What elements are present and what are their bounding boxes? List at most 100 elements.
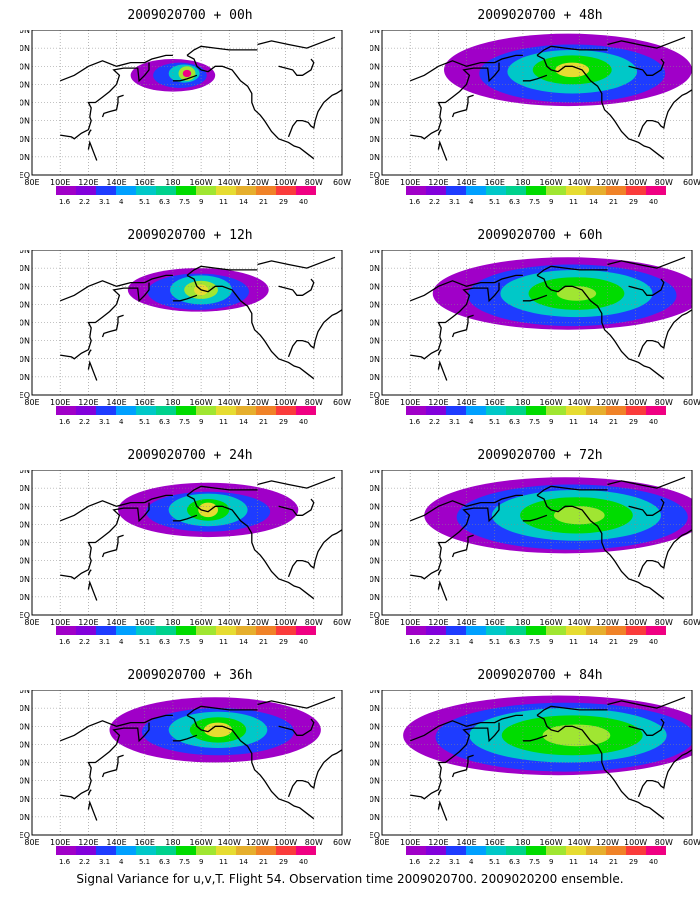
lat-tick-label: 40N <box>20 539 30 548</box>
coastline <box>87 140 98 161</box>
colorbar-swatch <box>276 846 296 855</box>
lat-tick-label: 40N <box>370 99 380 108</box>
panel-title: 2009020700 + 84h <box>477 668 603 683</box>
colorbar-label: 40 <box>649 638 658 646</box>
lat-tick-label: 10N <box>20 813 30 822</box>
colorbar-swatch <box>136 626 156 635</box>
lon-tick-label: 120W <box>246 618 269 627</box>
colorbar-swatch <box>486 406 506 415</box>
colorbar-label: 4 <box>469 858 474 866</box>
colorbar-swatch <box>406 186 426 195</box>
colorbar-label: 21 <box>609 418 618 426</box>
lat-tick-label: 20N <box>20 355 30 364</box>
colorbar-label: 1.6 <box>409 418 421 426</box>
map-panel: 2009020700 + 12h 80N 70N 60N 50N 40N 30N 20N 10N… <box>20 228 360 438</box>
lon-tick-label: 140E <box>456 398 476 407</box>
colorbar-label: 9 <box>199 638 203 646</box>
coastline <box>60 502 150 580</box>
colorbar-swatch <box>236 626 256 635</box>
lon-tick-label: 160E <box>485 618 505 627</box>
lat-tick-label: 50N <box>20 740 30 749</box>
colorbar-swatch <box>646 846 666 855</box>
colorbar-swatch <box>406 406 426 415</box>
coastline <box>628 278 665 296</box>
lat-tick-label: 50N <box>370 80 380 89</box>
colorbar-label: 5.1 <box>139 858 150 866</box>
lon-tick-label: 140E <box>456 838 476 847</box>
colorbar-swatch <box>626 626 646 635</box>
lon-tick-label: 160E <box>135 618 155 627</box>
lon-tick-label: 120E <box>78 618 98 627</box>
lat-tick-label: 70N <box>20 704 30 713</box>
lat-tick-label: 30N <box>370 557 380 566</box>
colorbar-label: 14 <box>589 858 598 866</box>
lon-tick-label: 120W <box>246 398 269 407</box>
colorbar-label: 2.2 <box>429 198 440 206</box>
coastline <box>451 534 474 558</box>
lon-tick-label: 180 <box>515 398 530 407</box>
coastline <box>186 494 315 600</box>
lon-tick-label: 80W <box>305 618 323 627</box>
colorbar-swatch <box>526 846 546 855</box>
colorbar-swatch <box>116 406 136 415</box>
coastline <box>607 696 686 709</box>
coastline <box>536 714 665 820</box>
colorbar-label: 1.6 <box>59 198 71 206</box>
coastline <box>101 314 124 338</box>
lat-tick-label: 60N <box>370 282 380 291</box>
coastline <box>437 140 448 161</box>
colorbar-label: 29 <box>279 858 288 866</box>
lon-tick-label: 60W <box>333 178 351 187</box>
colorbar-label: 9 <box>199 198 203 206</box>
figure-caption: Signal Variance for u,v,T. Flight 54. Ob… <box>76 872 624 886</box>
colorbar-swatch <box>296 186 316 195</box>
colorbar-label: 21 <box>259 198 268 206</box>
colorbar-swatch <box>136 186 156 195</box>
colorbar-label: 3.1 <box>449 198 460 206</box>
lon-tick-label: 160W <box>539 618 562 627</box>
coastline <box>409 494 523 522</box>
colorbar-swatch <box>566 846 586 855</box>
colorbar-swatch <box>526 406 546 415</box>
lon-tick-label: 80W <box>305 178 323 187</box>
colorbar-label: 21 <box>609 638 618 646</box>
colorbar-label: 6.3 <box>159 418 170 426</box>
colorbar: 1.6 2.2 3.1 4 5.1 6.3 7.5 9 11 14 21 29 40 <box>406 626 666 646</box>
lon-tick-label: 160W <box>539 178 562 187</box>
colorbar-label: 1.6 <box>59 638 71 646</box>
coastline <box>172 294 198 302</box>
lon-tick-label: 60W <box>333 398 351 407</box>
colorbar-swatch <box>586 186 606 195</box>
lon-tick-label: 80W <box>655 618 673 627</box>
colorbar-label: 11 <box>219 638 228 646</box>
coastline <box>257 476 336 489</box>
colorbar-swatch <box>626 406 646 415</box>
colorbar-label: 29 <box>629 418 638 426</box>
lon-tick-label: 140W <box>218 178 241 187</box>
coastline <box>607 476 686 489</box>
coastline <box>451 314 474 338</box>
lat-tick-label: 70N <box>20 44 30 53</box>
colorbar-swatch <box>296 626 316 635</box>
colorbar-swatch <box>56 186 76 195</box>
lat-tick-label: EQ <box>370 611 380 620</box>
coastline <box>257 696 336 709</box>
colorbar: 1.6 2.2 3.1 4 5.1 6.3 7.5 9 11 14 21 29 40 <box>406 846 666 866</box>
lat-tick-label: 60N <box>370 62 380 71</box>
lon-tick-label: 60W <box>683 178 700 187</box>
coastline <box>172 514 198 522</box>
lat-tick-label: 30N <box>20 557 30 566</box>
coastline <box>59 494 173 522</box>
colorbar-swatch <box>196 186 216 195</box>
colorbar-swatch <box>156 186 176 195</box>
lon-tick-label: 160W <box>539 838 562 847</box>
lat-tick-label: 50N <box>20 80 30 89</box>
lat-tick-label: 20N <box>370 575 380 584</box>
colorbar-label: 6.3 <box>159 198 170 206</box>
lat-tick-label: 30N <box>370 777 380 786</box>
coastline <box>536 705 608 716</box>
colorbar-swatch <box>176 626 196 635</box>
